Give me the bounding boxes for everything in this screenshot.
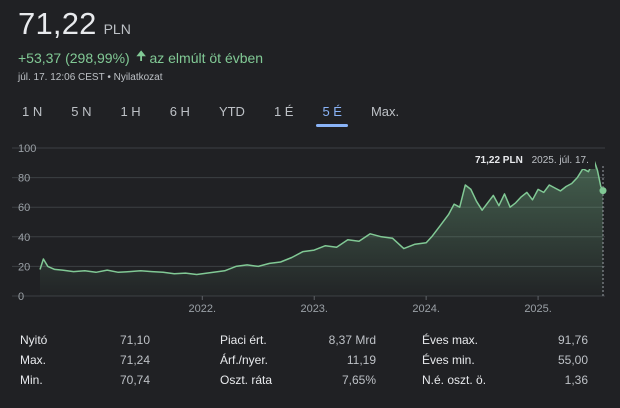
- stat-value: 71,10: [119, 333, 150, 347]
- stat-item: Nyitó 71,10: [20, 333, 150, 353]
- stat-value: 8,37 Mrd: [328, 333, 376, 347]
- tooltip-value: 71,22 PLN: [475, 155, 523, 166]
- currency-code: PLN: [103, 21, 131, 37]
- stat-item: Árf./nyer. 11,19: [220, 353, 376, 373]
- stat-item: Piaci ért. 8,37 Mrd: [220, 333, 376, 353]
- x-tick-label: 2022.: [189, 303, 217, 312]
- range-tab-0[interactable]: 1 N: [10, 98, 54, 127]
- current-price: 71,22: [18, 6, 97, 41]
- y-tick-label: 40: [18, 232, 30, 244]
- chart-tooltip: 71,22 PLN 2025. júl. 17.: [469, 152, 595, 169]
- range-tab-6[interactable]: 5 É: [310, 98, 354, 127]
- range-tab-7[interactable]: Max.: [359, 98, 411, 127]
- stat-item: Éves max. 91,76: [422, 333, 588, 353]
- x-tick-label: 2025.: [524, 303, 552, 312]
- price-chart[interactable]: 0 20 40 60 80 100 2022. 2023. 2024. 2025.: [0, 136, 620, 312]
- change-period: az elmúlt öt évben: [149, 50, 264, 66]
- stat-value: 1,36: [564, 373, 588, 387]
- x-tick-label: 2023.: [300, 303, 328, 312]
- quote-meta: júl. 17. 12:06 CEST • Nyilatkozat: [18, 72, 163, 83]
- stat-value: 70,74: [119, 373, 150, 387]
- disclaimer-link[interactable]: Nyilatkozat: [113, 72, 163, 83]
- arrow-up-icon: 🠉: [135, 48, 147, 63]
- price-change: +53,37 (298,99%): [18, 50, 130, 66]
- series-line: [39, 159, 604, 276]
- series-area: [40, 160, 603, 296]
- last-point-marker: [599, 187, 607, 195]
- range-tab-3[interactable]: 6 H: [158, 98, 202, 127]
- y-tick-label: 100: [18, 143, 36, 155]
- stat-label: N.é. oszt. ö.: [422, 373, 487, 387]
- stat-label: Piaci ért.: [220, 333, 267, 347]
- stat-label: Oszt. ráta: [220, 373, 273, 387]
- stat-item: Min. 70,74: [20, 373, 150, 393]
- y-tick-label: 0: [18, 291, 24, 303]
- stat-label: Max.: [20, 353, 47, 367]
- stat-item: N.é. oszt. ö. 1,36: [422, 373, 588, 393]
- stat-label: Éves max.: [422, 333, 479, 347]
- y-tick-label: 20: [18, 261, 30, 273]
- stat-label: Árf./nyer.: [220, 353, 269, 367]
- stat-item: Éves min. 55,00: [422, 353, 588, 373]
- x-tick-label: 2024.: [412, 303, 440, 312]
- stat-value: 11,19: [346, 353, 376, 367]
- stat-label: Éves min.: [422, 353, 475, 367]
- quote-timestamp: júl. 17. 12:06 CEST: [18, 72, 105, 83]
- stat-label: Nyitó: [20, 333, 48, 347]
- range-tab-1[interactable]: 5 N: [59, 98, 103, 127]
- tooltip-date: 2025. júl. 17.: [531, 155, 589, 166]
- stat-value: 55,00: [557, 353, 588, 367]
- stat-value: 7,65%: [341, 373, 376, 387]
- range-tab-5[interactable]: 1 É: [262, 98, 306, 127]
- range-tab-2[interactable]: 1 H: [108, 98, 152, 127]
- price-change-row: +53,37 (298,99%) 🠉 az elmúlt öt évben: [18, 47, 263, 69]
- bullet-separator: •: [107, 72, 114, 83]
- stat-label: Min.: [20, 373, 43, 387]
- stat-item: Max. 71,24: [20, 353, 150, 373]
- range-tab-4[interactable]: YTD: [207, 98, 257, 127]
- price-header: 71,22 PLN: [18, 6, 131, 42]
- stat-value: 71,24: [119, 353, 150, 367]
- stat-value: 91,76: [557, 333, 588, 347]
- stat-item: Oszt. ráta 7,65%: [220, 373, 376, 393]
- y-tick-label: 80: [18, 173, 30, 185]
- y-tick-label: 60: [18, 202, 30, 214]
